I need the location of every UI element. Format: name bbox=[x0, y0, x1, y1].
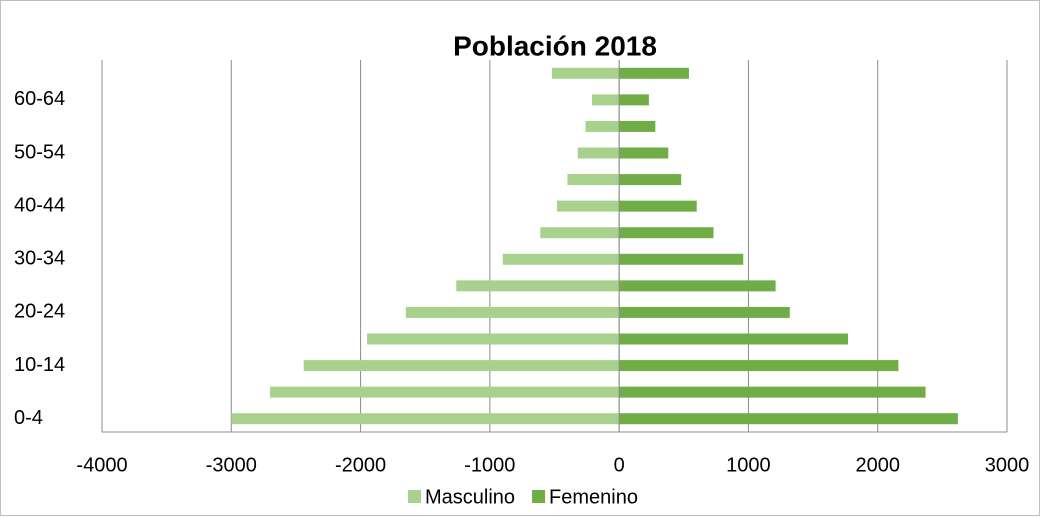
y-tick-label: 0-4 bbox=[14, 407, 43, 429]
bar bbox=[540, 227, 620, 239]
bar bbox=[619, 360, 899, 372]
bar bbox=[619, 280, 776, 292]
y-tick-label: 30-34 bbox=[14, 248, 65, 270]
bar bbox=[619, 333, 848, 345]
x-tick-label: -2000 bbox=[335, 454, 386, 476]
bar bbox=[270, 386, 620, 398]
bar bbox=[405, 306, 620, 318]
x-tick-label: 1000 bbox=[726, 454, 771, 476]
y-tick-label: 10-14 bbox=[14, 354, 65, 376]
x-tick-label: 0 bbox=[614, 454, 625, 476]
x-tick-label: -4000 bbox=[76, 454, 127, 476]
x-tick-label: -3000 bbox=[206, 454, 257, 476]
bar bbox=[585, 120, 620, 132]
bar bbox=[619, 413, 958, 425]
bar bbox=[619, 306, 790, 318]
bar bbox=[502, 253, 620, 265]
bar bbox=[619, 94, 649, 106]
legend-label: Femenino bbox=[549, 486, 638, 508]
bar bbox=[619, 253, 744, 265]
bar bbox=[619, 67, 689, 79]
bar bbox=[619, 386, 926, 398]
bar bbox=[619, 174, 682, 186]
x-tick-label: 2000 bbox=[855, 454, 900, 476]
x-tick-label: -1000 bbox=[464, 454, 515, 476]
chart-title: Población 2018 bbox=[453, 30, 657, 61]
bar bbox=[551, 67, 620, 79]
y-tick-label: 50-54 bbox=[14, 141, 65, 163]
y-tick-label: 40-44 bbox=[14, 194, 65, 216]
legend-label: Masculino bbox=[425, 486, 515, 508]
bar bbox=[567, 174, 620, 186]
legend-swatch bbox=[408, 490, 421, 503]
bar bbox=[619, 120, 656, 132]
bar bbox=[591, 94, 620, 106]
bar bbox=[231, 413, 620, 425]
bar bbox=[367, 333, 620, 345]
bar bbox=[619, 200, 697, 212]
bar bbox=[619, 227, 714, 239]
legend-swatch bbox=[532, 490, 546, 503]
bar bbox=[456, 280, 620, 292]
bar bbox=[557, 200, 620, 212]
bar bbox=[577, 147, 620, 159]
y-tick-label: 20-24 bbox=[14, 301, 65, 323]
y-tick-label: 60-64 bbox=[14, 88, 65, 110]
bar bbox=[619, 147, 669, 159]
x-tick-label: 3000 bbox=[985, 454, 1030, 476]
bar bbox=[303, 360, 620, 372]
